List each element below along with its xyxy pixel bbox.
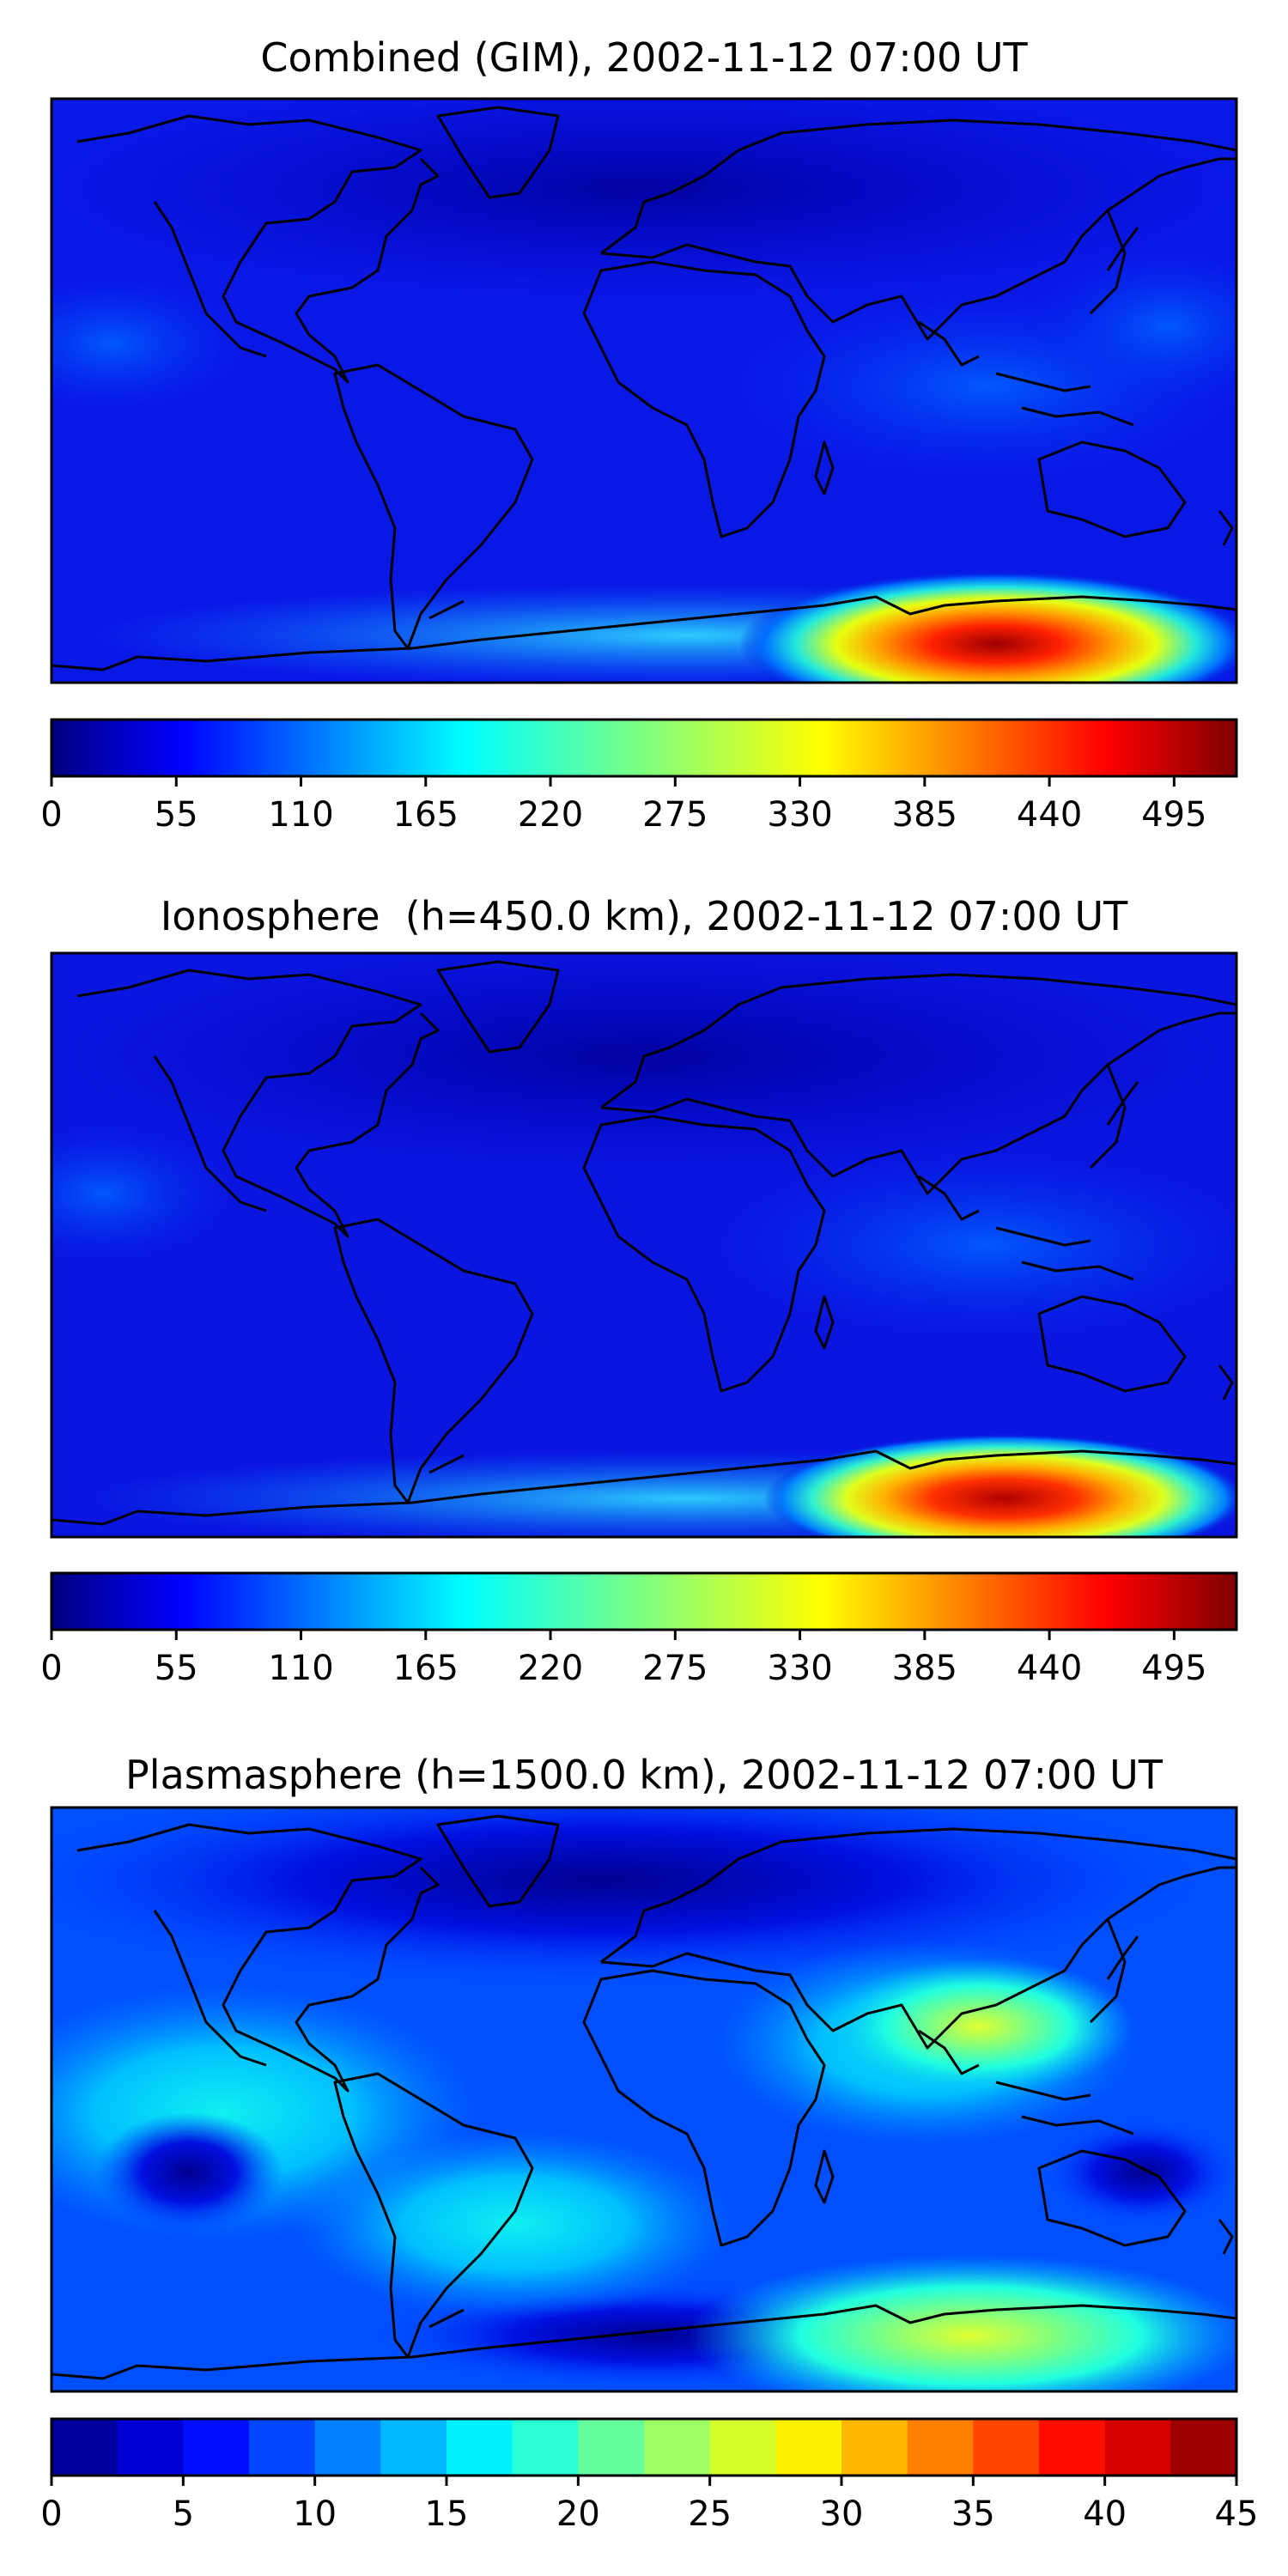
map-combined: [52, 99, 1236, 683]
colorbar-tick-label: 0: [40, 1649, 62, 1688]
map-title-combined: Combined (GIM), 2002-11-12 07:00 UT: [260, 34, 1028, 81]
colorbar-tick-label: 220: [518, 795, 583, 835]
colorbar-combined: 0 55 110 165 220 275 330 385 440 495: [40, 718, 1238, 835]
colorbar-tick-label: 330: [767, 1649, 832, 1688]
colorbar-tick-label: 385: [892, 1649, 957, 1688]
colorbar-tick-label: 35: [951, 2494, 995, 2534]
colorbar-tick-label: 275: [642, 1649, 708, 1688]
colorbar-tick-label: 220: [518, 1649, 583, 1688]
colorbar-level-swatch: [1039, 2419, 1106, 2476]
map-plasmasphere: [52, 1807, 1236, 2391]
colorbar-level-swatch: [973, 2419, 1040, 2476]
map-frame-ionosphere: [50, 951, 1238, 1539]
colorbar-level-swatch: [183, 2419, 250, 2476]
colorbar-level-swatch: [907, 2419, 974, 2476]
colorbar-level-swatch: [512, 2419, 579, 2476]
colorbar-tick-label: 165: [393, 795, 459, 835]
map-frame-plasmasphere: [50, 1806, 1238, 2393]
colorbar-tick-label: 15: [425, 2494, 469, 2534]
colorbar-level-swatch: [380, 2419, 447, 2476]
colorbar-tick-label: 275: [642, 795, 708, 835]
map-ionosphere: [52, 953, 1236, 1537]
colorbar-tick-label: 0: [40, 2494, 62, 2534]
colorbar-tick-label: 165: [393, 1649, 459, 1688]
colorbar-tick-label: 30: [820, 2494, 864, 2534]
colorbar-tick-label: 10: [293, 2494, 337, 2534]
colorbar-level-swatch: [709, 2419, 776, 2476]
colorbar-level-swatch: [1104, 2419, 1171, 2476]
colorbar-level-swatch: [775, 2419, 842, 2476]
colorbar-tick-label: 440: [1017, 1649, 1082, 1688]
colorbar-tick-label: 495: [1141, 1649, 1206, 1688]
colorbar-tick-label: 330: [767, 795, 832, 835]
colorbar-tick-label: 110: [268, 1649, 333, 1688]
colorbar-level-swatch: [644, 2419, 711, 2476]
colorbar-ionosphere: 0 55 110 165 220 275 330 385 440 495: [40, 1571, 1238, 1688]
colorbar-tick-label: 495: [1141, 795, 1206, 835]
colorbar-level-swatch: [117, 2419, 184, 2476]
colorbar-level-swatch: [314, 2419, 381, 2476]
colorbar-tick-label: 440: [1017, 795, 1082, 835]
colorbar-tick-label: 55: [155, 1649, 198, 1688]
colorbar-level-swatch: [578, 2419, 645, 2476]
colorbar-tick-label: 385: [892, 795, 957, 835]
map-title-ionosphere: Ionosphere (h=450.0 km), 2002-11-12 07:0…: [160, 893, 1128, 939]
colorbar-plasmasphere: 0 5 10 15 20 25 30 35 40 45: [40, 2417, 1259, 2534]
colorbar-level-swatch: [841, 2419, 908, 2476]
colorbar-tick-label: 45: [1215, 2494, 1259, 2534]
colorbar-level-swatch: [52, 2419, 118, 2476]
colorbar-tick-label: 55: [155, 795, 198, 835]
colorbar-tick-label: 40: [1083, 2494, 1127, 2534]
colorbar-tick-label: 0: [40, 795, 62, 835]
colorbar-level-swatch: [249, 2419, 316, 2476]
colorbar-level-swatch: [1170, 2419, 1237, 2476]
colorbar-tick-label: 5: [173, 2494, 194, 2534]
map-frame-combined: [50, 97, 1238, 684]
colorbar-tick-label: 25: [688, 2494, 732, 2534]
colorbar-level-swatch: [447, 2419, 513, 2476]
map-title-plasmasphere: Plasmasphere (h=1500.0 km), 2002-11-12 0…: [125, 1752, 1163, 1798]
colorbar-tick-label: 110: [268, 795, 333, 835]
colorbar-tick-label: 20: [556, 2494, 600, 2534]
